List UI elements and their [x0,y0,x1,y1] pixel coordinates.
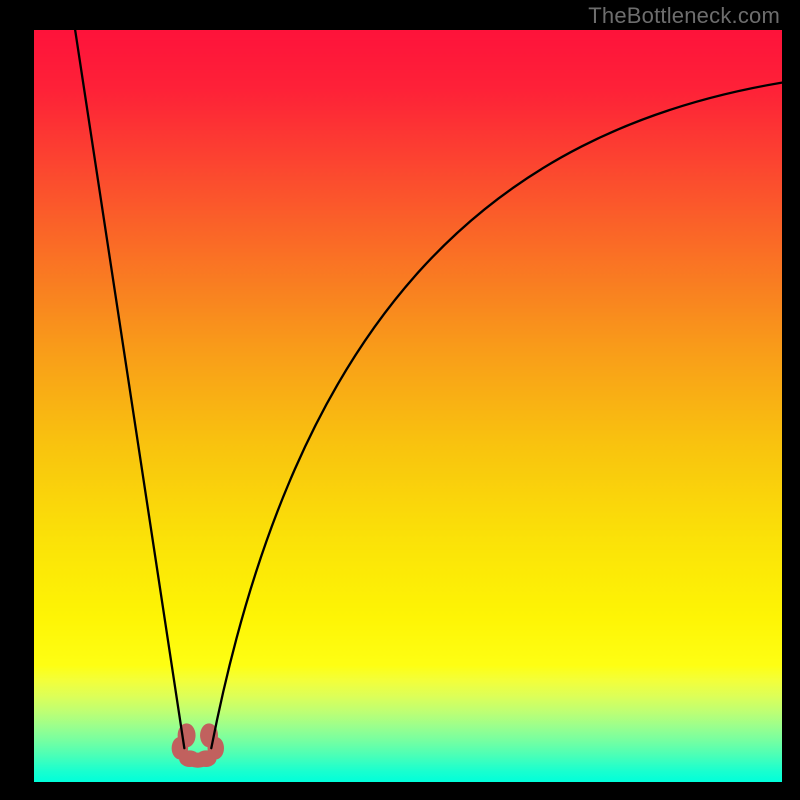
trough-lobes [172,723,224,767]
watermark-text: TheBottleneck.com [588,3,780,29]
bottleneck-curve [75,30,782,748]
plot-area [34,30,782,782]
curve-layer [34,30,782,782]
